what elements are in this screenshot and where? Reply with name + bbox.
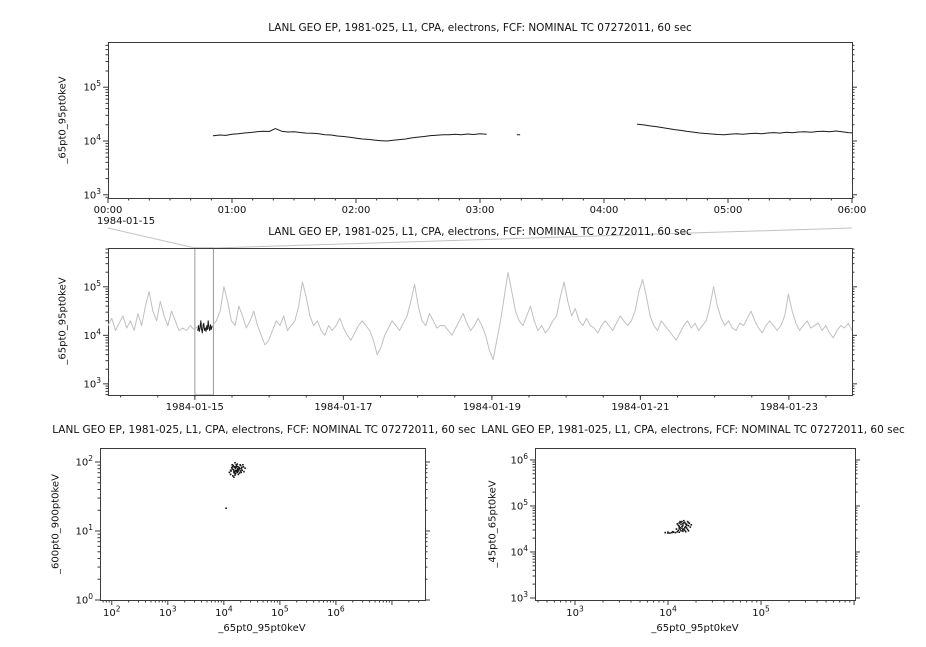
plot3-title: LANL GEO EP, 1981-025, L1, CPA, electron… (52, 424, 476, 436)
svg-text:1984-01-15: 1984-01-15 (166, 402, 224, 413)
svg-text:104: 104 (510, 544, 528, 559)
series-scatter-600-900 (225, 461, 246, 509)
plot-frame (100, 448, 426, 601)
svg-text:103: 103 (159, 605, 177, 620)
series-zoom-timeseries (212, 123, 852, 142)
zoom-link-left (107, 227, 195, 249)
svg-text:06:00: 06:00 (838, 205, 867, 216)
series-context-timeseries (108, 271, 852, 361)
svg-text:105: 105 (83, 79, 101, 94)
zoom-region-box[interactable] (194, 247, 214, 396)
axes-scatter-45-65 (530, 459, 860, 605)
plot-frame (108, 42, 853, 199)
plot3-x-axis-label: _65pt0_95pt0keV (218, 623, 306, 634)
svg-text:105: 105 (752, 605, 770, 620)
series-scatter-45-65 (664, 519, 693, 534)
svg-text:102: 102 (103, 605, 121, 620)
svg-text:105: 105 (83, 279, 101, 294)
axes-scatter-600-900 (95, 461, 430, 605)
plot1-y-axis-label: _65pt0_95pt0keV (57, 76, 69, 164)
plot4-x-axis-label: _65pt0_95pt0keV (651, 623, 739, 634)
plot1-title: LANL GEO EP, 1981-025, L1, CPA, electron… (268, 22, 692, 34)
svg-text:103: 103 (510, 590, 528, 605)
svg-text:1984-01-21: 1984-01-21 (611, 402, 669, 413)
svg-text:103: 103 (83, 376, 101, 391)
plot1-x-context-date: 1984-01-15 (97, 216, 156, 227)
svg-text:100: 100 (75, 592, 93, 607)
axes-context-timeseries (103, 248, 857, 400)
svg-text:106: 106 (327, 605, 345, 620)
plot-zoom-timeseries[interactable]: 00:00 01:00 02:00 03:00 04:00 05:00 06:00 103 10… (83, 42, 866, 217)
svg-text:106: 106 (510, 452, 528, 467)
svg-text:1984-01-23: 1984-01-23 (760, 402, 818, 413)
svg-text:102: 102 (75, 454, 93, 469)
svg-text:02:00: 02:00 (342, 205, 371, 216)
axes-zoom-timeseries (103, 44, 857, 203)
svg-text:103: 103 (566, 605, 584, 620)
svg-text:04:00: 04:00 (590, 205, 619, 216)
svg-text:101: 101 (75, 523, 93, 538)
zoom-link-right (213, 227, 853, 249)
svg-text:03:00: 03:00 (466, 205, 495, 216)
svg-text:104: 104 (215, 605, 233, 620)
svg-text:05:00: 05:00 (714, 205, 743, 216)
svg-text:104: 104 (83, 133, 101, 148)
plot3-y-axis-label: _600pt0_900pt0keV (50, 474, 62, 574)
svg-text:1984-01-17: 1984-01-17 (314, 402, 372, 413)
svg-text:00:00: 00:00 (94, 205, 123, 216)
svg-text:01:00: 01:00 (218, 205, 247, 216)
svg-text:105: 105 (510, 498, 528, 512)
plot4-title: LANL GEO EP, 1981-025, L1, CPA, electron… (481, 424, 905, 436)
plot-context-timeseries[interactable]: 1984-01-15 1984-01-17 1984-01-19 1984-01-21… (83, 227, 857, 413)
svg-text:1984-01-19: 1984-01-19 (463, 402, 521, 413)
plot-scatter-45-65[interactable]: 103 104 105 103 104 105 106 (510, 448, 860, 620)
svg-text:105: 105 (271, 605, 289, 620)
plot-frame (535, 448, 856, 601)
tick-labels-scatter-45-65: 103 104 105 103 104 105 106 (510, 452, 770, 619)
svg-text:103: 103 (83, 187, 101, 202)
tick-labels-scatter-600-900: 102 103 104 105 106 100 101 102 (75, 454, 344, 619)
plot2-title: LANL GEO EP, 1981-025, L1, CPA, electron… (268, 226, 692, 238)
plot-frame (108, 248, 853, 396)
svg-text:104: 104 (83, 327, 101, 342)
tick-labels-zoom-timeseries: 00:00 01:00 02:00 03:00 04:00 05:00 06:00 103 10… (83, 79, 866, 216)
plot-scatter-600-900[interactable]: 102 103 104 105 106 100 101 102 (75, 448, 430, 620)
plot2-y-axis-label: _65pt0_95pt0keV (57, 277, 69, 365)
plot4-y-axis-label: _45pt0_65pt0keV (487, 480, 499, 568)
svg-text:104: 104 (659, 605, 677, 620)
tick-labels-context-timeseries: 1984-01-15 1984-01-17 1984-01-19 1984-01-21… (83, 279, 817, 413)
